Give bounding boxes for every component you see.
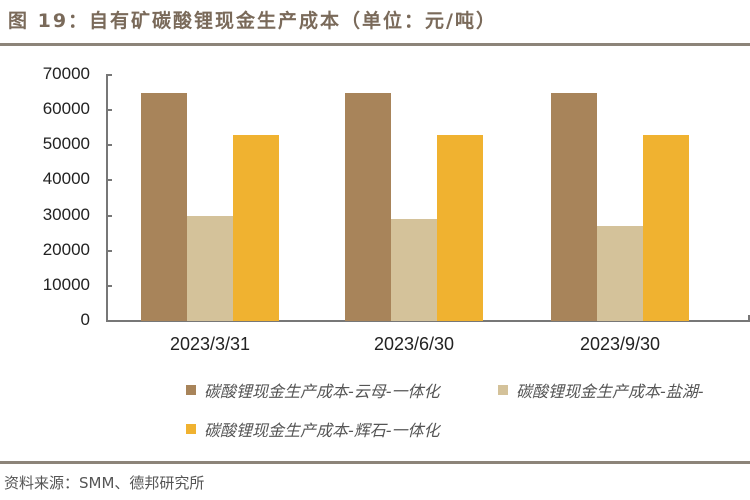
bar-3-2023/9/30: [643, 134, 689, 321]
bar-1-2023/6/30: [345, 92, 391, 321]
legend-label: 碳酸锂现金生产成本-云母-一体化: [204, 382, 440, 401]
y-tick: [106, 284, 112, 287]
y-tick: [106, 214, 112, 217]
bar-2-2023/9/30: [597, 226, 643, 321]
y-tick-label: 0: [80, 310, 90, 329]
legend-item: 碳酸锂现金生产成本-辉石-一体化: [186, 417, 440, 441]
source-note: 资料来源：SMM、德邦研究所: [4, 474, 205, 492]
bar-2-2023/6/30: [391, 219, 437, 321]
chart-title: 图 19：自有矿碳酸锂现金生产成本（单位：元/吨）: [8, 10, 497, 32]
y-tick-label: 70000: [42, 64, 90, 83]
x-category-label: 2023/9/30: [579, 334, 661, 354]
legend-item: 碳酸锂现金生产成本-盐湖-: [498, 378, 704, 402]
x-axis: [106, 320, 750, 322]
y-tick-label: 10000: [42, 274, 90, 294]
bar-1-2023/3/31: [141, 92, 187, 321]
x-category-label: 2023/6/30: [373, 334, 455, 354]
y-tick-label: 60000: [42, 99, 90, 119]
bar-3-2023/3/31: [233, 134, 279, 321]
bottom-divider: [0, 461, 750, 464]
y-tick: [106, 320, 112, 322]
legend-item: 碳酸锂现金生产成本-云母-一体化: [186, 378, 440, 402]
bar-2-2023/3/31: [187, 215, 233, 321]
legend-swatch-icon: [186, 385, 196, 395]
y-tick: [106, 144, 112, 147]
y-tick-label: 40000: [42, 169, 90, 189]
y-tick-label: 30000: [42, 204, 90, 224]
plot-area: 0 10000 20000 30000 40000 50000 60000 70000 2023…: [42, 64, 750, 354]
bar-3-2023/6/30: [437, 134, 483, 321]
y-tick: [106, 109, 112, 112]
y-axis: [106, 75, 108, 322]
y-tick-label: 20000: [42, 239, 90, 259]
legend-swatch-icon: [186, 424, 196, 434]
x-tick: [748, 315, 750, 321]
y-tick: [106, 179, 112, 182]
bar-1-2023/9/30: [551, 92, 597, 321]
y-tick: [106, 74, 112, 76]
legend-swatch-icon: [498, 385, 508, 395]
x-category-label: 2023/3/31: [169, 334, 251, 354]
y-tick: [106, 249, 112, 252]
legend-label: 碳酸锂现金生产成本-盐湖-: [516, 382, 704, 401]
y-tick-label: 50000: [42, 134, 90, 154]
legend-label: 碳酸锂现金生产成本-辉石-一体化: [204, 421, 440, 440]
top-divider: [0, 43, 750, 46]
